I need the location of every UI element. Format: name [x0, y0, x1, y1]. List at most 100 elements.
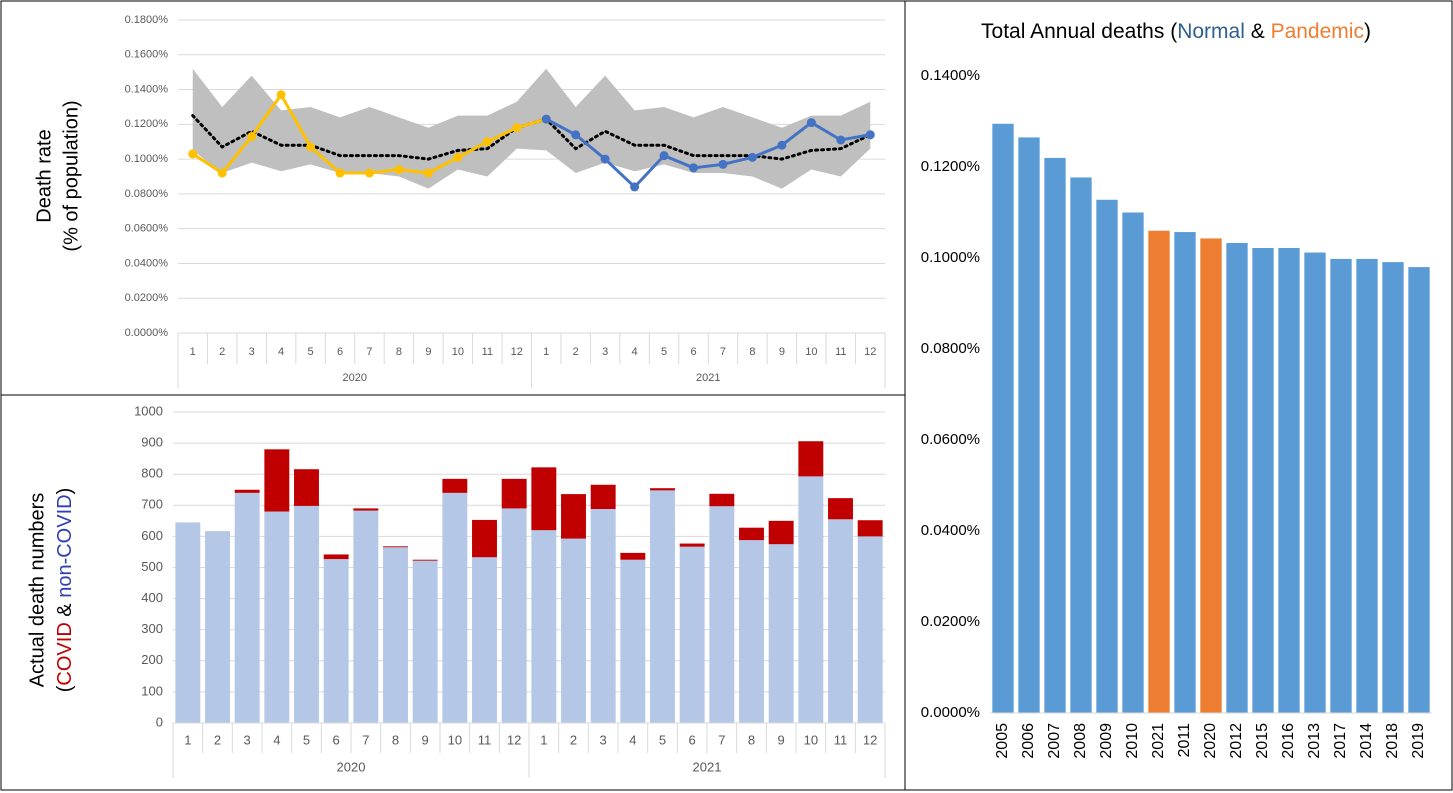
bar-segment [857, 520, 883, 537]
x-tick-label: 3 [244, 732, 251, 747]
y-axis-label-part: non-COVID [54, 494, 76, 597]
x-group-label: 2021 [696, 372, 720, 384]
point [512, 123, 522, 133]
x-tick-label: 9 [779, 346, 785, 358]
bar-segment [768, 520, 794, 545]
chart-title-part: ) [1364, 20, 1371, 43]
point [482, 137, 492, 147]
bar [1226, 242, 1248, 714]
bar-segment [353, 508, 379, 511]
x-tick-label: 2007 [1046, 723, 1063, 759]
x-tick-label: 2010 [1124, 723, 1141, 759]
bar-segment [828, 498, 853, 520]
x-tick-label: 8 [396, 346, 402, 358]
y-tick-label: 0.0400% [125, 257, 169, 269]
x-tick-label: 12 [863, 732, 877, 747]
bar-segment [323, 554, 349, 560]
bar [1200, 238, 1222, 713]
y-tick-label: 1000 [134, 403, 163, 418]
point [571, 130, 581, 140]
bar-segment [175, 522, 201, 723]
y-tick-label: 0.1400% [125, 83, 169, 95]
range-band [192, 68, 871, 189]
x-tick-label: 4 [278, 346, 284, 358]
bar [1044, 157, 1066, 713]
x-tick-label: 9 [425, 346, 431, 358]
x-tick-label: 5 [659, 732, 666, 747]
x-group-label: 2020 [343, 372, 367, 384]
bar [1122, 212, 1144, 713]
x-tick-label: 11 [835, 346, 846, 358]
bar [1304, 252, 1326, 714]
bar [1018, 137, 1040, 714]
x-tick-label: 5 [661, 346, 667, 358]
bar-segment [501, 508, 527, 723]
y-tick-label: 0.1400% [921, 67, 980, 84]
bar [1148, 230, 1170, 713]
x-tick-label: 2006 [1020, 723, 1037, 759]
point [247, 132, 257, 142]
y-tick-label: 800 [141, 466, 163, 481]
x-tick-label: 10 [804, 732, 818, 747]
y-tick-label: 0.0800% [125, 188, 169, 200]
chart-title: Total Annual deaths (Normal & Pandemic) [981, 20, 1371, 43]
bar-segment [264, 511, 290, 723]
x-tick-label: 10 [805, 346, 817, 358]
bar-segment [472, 519, 497, 558]
bar-segment [828, 519, 853, 723]
x-tick-label: 2 [573, 346, 579, 358]
bar [1278, 247, 1300, 714]
x-tick-label: 5 [303, 732, 310, 747]
chart-title-part: Total Annual deaths ( [981, 20, 1177, 43]
x-tick-label: 12 [511, 346, 523, 358]
x-tick-label: 8 [749, 346, 755, 358]
bar-segment [442, 478, 468, 493]
bar [1408, 267, 1430, 713]
point [718, 159, 728, 169]
bar-segment [472, 557, 497, 723]
bar [1330, 258, 1352, 713]
x-tick-label: 8 [392, 732, 399, 747]
point [423, 168, 433, 178]
bar-segment [442, 492, 468, 723]
x-tick-label: 2021 [1150, 723, 1167, 759]
bar [1252, 247, 1274, 714]
x-tick-label: 2 [570, 732, 577, 747]
y-tick-label: 400 [141, 590, 163, 605]
point [364, 168, 374, 178]
y-tick-label: 0.1000% [921, 249, 980, 266]
x-tick-label: 2015 [1254, 723, 1271, 759]
x-tick-label: 1 [190, 346, 196, 358]
point [335, 168, 345, 178]
x-tick-label: 2014 [1358, 723, 1375, 759]
x-tick-label: 9 [778, 732, 785, 747]
bar [1382, 262, 1404, 713]
bar-segment [294, 469, 319, 506]
bar-segment [798, 441, 824, 477]
x-tick-label: 9 [422, 732, 429, 747]
bar-segment [739, 527, 764, 541]
x-group-label: 2020 [337, 759, 366, 774]
bar [1096, 199, 1118, 713]
bar-segment [679, 546, 705, 723]
bar-segment [412, 560, 438, 723]
y-axis-label: (COVID & non-COVID) [54, 488, 76, 693]
bar [1070, 177, 1092, 714]
y-tick-label: 0.1800% [125, 14, 169, 26]
y-tick-label: 0.0600% [921, 431, 980, 448]
point [306, 142, 316, 152]
bar-segment [709, 493, 735, 507]
bar-segment [353, 510, 379, 723]
bar-segment [739, 540, 764, 723]
x-tick-label: 2019 [1410, 723, 1427, 759]
y-tick-label: 0.1000% [125, 153, 169, 165]
x-tick-label: 2005 [994, 723, 1011, 759]
y-tick-label: 900 [141, 435, 163, 450]
bar-segment [531, 467, 557, 531]
bar-segment [798, 476, 824, 723]
x-tick-label: 8 [748, 732, 755, 747]
y-axis-label-part: ( [54, 685, 76, 692]
bar-segment [234, 489, 260, 493]
y-tick-label: 0 [156, 714, 163, 729]
x-tick-label: 6 [689, 732, 696, 747]
